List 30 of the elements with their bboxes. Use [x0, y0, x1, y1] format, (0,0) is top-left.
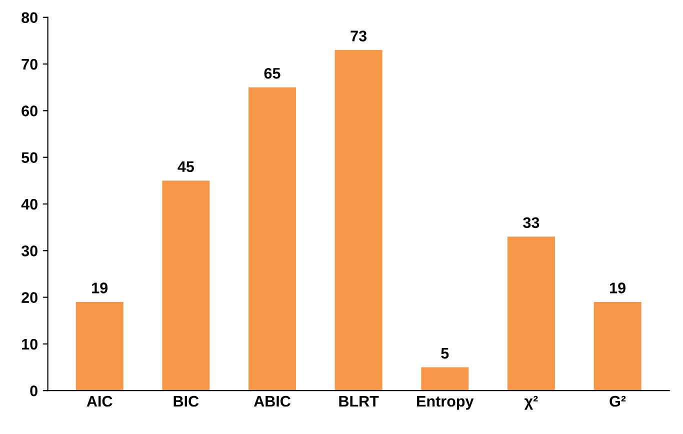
y-tick-label: 20: [22, 292, 38, 303]
data-label: 73: [350, 30, 367, 42]
data-label: 19: [92, 282, 108, 294]
bar: [421, 367, 469, 391]
bar: [162, 180, 210, 391]
y-tick-label: 10: [22, 338, 38, 350]
data-label: 19: [610, 282, 626, 294]
x-tick-label: Entropy: [417, 396, 474, 410]
bar: [507, 236, 555, 391]
x-tick-label: BIC: [174, 396, 199, 407]
bar: [594, 302, 642, 391]
y-tick-label: 60: [22, 106, 38, 116]
x-tick-label: χ²: [524, 396, 538, 410]
data-label: 33: [523, 217, 540, 228]
bar: [76, 302, 124, 391]
data-label: 65: [264, 68, 280, 79]
x-tick-label: ABIC: [254, 396, 291, 407]
y-tick-label: 80: [22, 12, 38, 24]
y-tick-label: 0: [30, 385, 38, 396]
x-tick-label: BLRT: [339, 396, 379, 407]
data-label: 45: [178, 161, 194, 172]
y-tick-label: 30: [21, 246, 38, 256]
bar: [248, 87, 296, 391]
x-tick-label: AIC: [86, 396, 112, 407]
y-tick-label: 50: [22, 152, 38, 164]
x-tick-label: G²: [610, 396, 626, 407]
y-tick-label: 70: [22, 58, 38, 70]
y-tick-label: 40: [21, 198, 38, 210]
data-label: 5: [441, 348, 449, 359]
bar: [334, 50, 382, 391]
